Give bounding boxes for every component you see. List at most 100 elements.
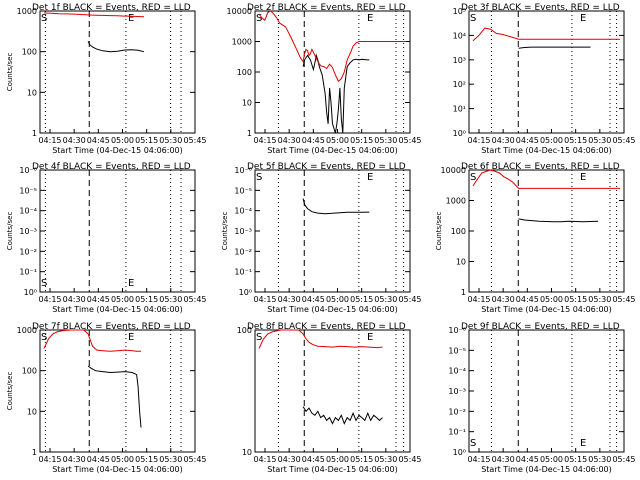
x-tick-label: 04:15 [38,455,61,464]
x-tick-label: 04:30 [492,455,515,464]
y-tick-label: 1000 [17,7,37,16]
series-line-events [302,198,370,215]
x-tick-label: 05:45 [398,295,421,304]
y-tick-label: 1000 [446,197,466,206]
y-tick-label: 10⁻⁶ [19,166,37,175]
start-marker: S [256,332,262,343]
chart-panel-8: Det 8f BLACK = Events, RED = LLD 10 100 04:… [237,322,422,474]
x-axis-label: Start Time (04-Dec-15 04:06:00) [52,465,183,474]
y-tick-label: 10 [456,258,466,267]
chart-title: Det 5f BLACK = Events, RED = LLD [247,162,406,172]
x-tick-label: 05:30 [159,295,182,304]
end-marker: E [580,438,586,449]
end-marker: E [580,172,586,183]
y-tick-label: 10⁻² [19,247,37,256]
y-tick-label: 10⁻³ [234,227,252,236]
y-tick-label: 10⁻⁵ [448,346,466,355]
series-line-lld [472,169,620,189]
y-tick-label: 1000 [17,326,37,335]
y-tick-label: 10⁻² [234,247,252,256]
y-tick-label: 1 [461,288,466,297]
plot-frame [254,329,411,453]
y-axis-label: Counts/sec [221,212,229,251]
x-tick-label: 05:15 [350,455,373,464]
x-tick-label: 04:45 [516,136,539,145]
chart-title: Det 7f BLACK = Events, RED = LLD [32,322,191,332]
y-tick-label: 10⁵ [453,7,466,16]
x-tick-label: 05:45 [612,295,635,304]
series-line-lld [43,329,141,352]
x-tick-label: 04:15 [467,136,490,145]
y-tick-label: 10 [27,88,37,97]
x-tick-label: 05:45 [612,136,635,145]
y-tick-label: 1 [32,129,37,138]
y-tick-label: 10⁻¹ [234,268,252,277]
x-tick-label: 05:30 [588,136,611,145]
chart-panel-3: Det 3f BLACK = Events, RED = LLD 10⁰ 10¹ 10… [453,3,636,155]
y-axis-label: Counts/sec [6,53,14,92]
x-tick-label: 05:45 [398,455,421,464]
y-tick-label: 10¹ [453,105,466,114]
y-tick-label: 1000 [232,38,252,47]
x-tick-label: 05:15 [350,295,373,304]
x-tick-label: 04:15 [253,295,276,304]
series-line-events [302,406,383,425]
y-tick-label: 10 [242,99,252,108]
y-tick-label: 10⁰ [453,448,466,457]
y-tick-label: 100 [22,48,37,57]
x-tick-label: 05:45 [398,136,421,145]
chart-title: Det 8f BLACK = Events, RED = LLD [247,322,406,332]
chart-panel-4: Det 4f BLACK = Events, RED = LLD 10⁰ 10⁻¹ 1… [6,162,207,314]
y-tick-label: 1 [32,448,37,457]
start-marker: S [41,278,47,289]
x-tick-label: 04:45 [87,136,110,145]
plot-frame [39,329,196,453]
x-tick-label: 05:00 [326,295,349,304]
plot-frame [468,329,625,453]
y-tick-label: 10⁻¹ [448,428,466,437]
x-tick-label: 04:45 [516,455,539,464]
y-tick-label: 10 [242,448,252,457]
x-tick-label: 04:30 [63,455,86,464]
y-axis-label: Counts/sec [6,212,14,251]
x-tick-label: 05:45 [183,295,206,304]
series-line-events [518,46,591,49]
x-tick-label: 05:15 [135,136,158,145]
chart-panel-5: Det 5f BLACK = Events, RED = LLD 10⁰ 10⁻¹ 1… [221,162,422,314]
end-marker: E [128,13,134,24]
y-tick-label: 10⁻¹ [19,268,37,277]
y-tick-label: 100 [237,68,252,77]
x-tick-label: 04:45 [516,295,539,304]
chart-title: Det 3f BLACK = Events, RED = LLD [461,3,620,13]
y-axis-label: Counts/sec [435,212,443,251]
x-tick-label: 04:30 [492,136,515,145]
y-tick-label: 10⁰ [453,129,466,138]
x-tick-label: 05:30 [588,295,611,304]
x-tick-label: 04:45 [302,455,325,464]
x-axis-label: Start Time (04-Dec-15 04:06:00) [481,146,612,155]
chart-title: Det 1f BLACK = Events, RED = LLD [32,3,191,13]
x-tick-label: 05:30 [374,136,397,145]
x-tick-label: 05:00 [111,295,134,304]
start-marker: S [256,172,262,183]
y-tick-label: 10⁻⁶ [234,166,252,175]
y-tick-label: 10⁻⁴ [19,207,37,216]
y-tick-label: 10⁻⁵ [234,186,252,195]
x-tick-label: 05:00 [540,295,563,304]
chart-title: Det 9f BLACK = Events, RED = LLD [461,322,620,332]
y-tick-label: 10000 [227,7,252,16]
x-tick-label: 05:45 [612,455,635,464]
x-tick-label: 04:30 [278,455,301,464]
x-tick-label: 04:30 [278,295,301,304]
y-axis-label: Counts/sec [6,372,14,411]
x-tick-label: 04:15 [467,295,490,304]
x-tick-label: 05:15 [135,295,158,304]
y-tick-label: 10⁻³ [19,227,37,236]
start-marker: S [470,13,476,24]
end-marker: E [128,278,134,289]
x-tick-label: 04:30 [278,136,301,145]
x-tick-label: 05:15 [135,455,158,464]
start-marker: S [470,172,476,183]
x-tick-label: 04:45 [87,455,110,464]
